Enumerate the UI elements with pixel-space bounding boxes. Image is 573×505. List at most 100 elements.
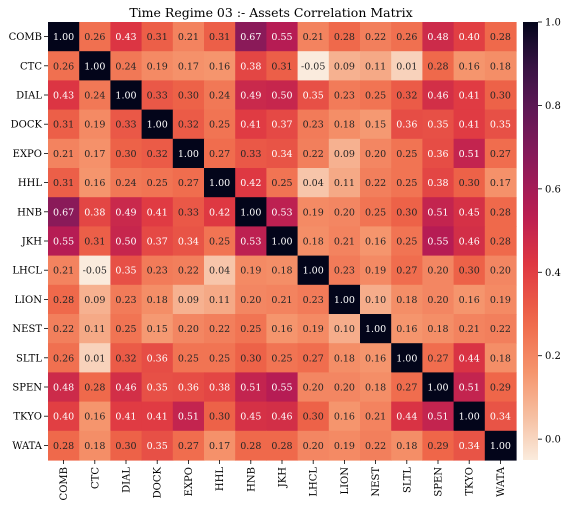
x-axis-tick-labels: COMB CTC DIAL DOCK EXPO HHL HNB JKH LHCL LION NEST… bbox=[59, 460, 507, 500]
heatmap-cell bbox=[235, 430, 267, 461]
heatmap-cell bbox=[79, 22, 111, 52]
heatmap-cell-label: 0.36 bbox=[147, 353, 168, 364]
heatmap-cell bbox=[391, 314, 423, 344]
heatmap-cell-label: 0.19 bbox=[365, 266, 386, 277]
heatmap-cell bbox=[235, 51, 267, 81]
heatmap-cell bbox=[484, 255, 517, 286]
heatmap-cell-label: 0.35 bbox=[427, 120, 448, 131]
heatmap-cell bbox=[360, 197, 392, 227]
heatmap-cell-label: 0.20 bbox=[427, 266, 448, 277]
heatmap-cell-label: 0.33 bbox=[147, 91, 168, 102]
heatmap-cell-label: 0.22 bbox=[303, 149, 324, 160]
x-tick-label: SPEN bbox=[434, 467, 445, 497]
heatmap-cell bbox=[48, 80, 80, 111]
heatmap-cell-label: 0.34 bbox=[271, 149, 292, 160]
heatmap-cell bbox=[235, 109, 267, 140]
heatmap-cell bbox=[110, 80, 143, 111]
heatmap-cell-label: 0.55 bbox=[271, 32, 292, 43]
heatmap-cell bbox=[484, 168, 517, 198]
heatmap-cell-label: 0.37 bbox=[271, 120, 292, 131]
heatmap-cell-label: 0.18 bbox=[271, 266, 292, 277]
heatmap-cell-label: 0.16 bbox=[396, 324, 417, 335]
heatmap-cell-label: 1.00 bbox=[84, 61, 105, 72]
heatmap-cell bbox=[110, 255, 143, 286]
heatmap-cell bbox=[297, 284, 330, 315]
heatmap-cell bbox=[172, 138, 205, 169]
heatmap-cell-label: 0.20 bbox=[303, 383, 324, 394]
heatmap-cell bbox=[328, 168, 361, 198]
heatmap-cell bbox=[297, 430, 330, 461]
heatmap-cell bbox=[328, 343, 361, 373]
heatmap-cell-label: 0.45 bbox=[240, 412, 261, 423]
heatmap-cell-label: 0.32 bbox=[115, 353, 136, 364]
heatmap-cell bbox=[422, 226, 455, 257]
x-tick-label: CTC bbox=[90, 467, 101, 489]
heatmap-cell bbox=[110, 51, 143, 81]
heatmap-cell-label: 0.30 bbox=[178, 91, 199, 102]
heatmap-cell-label: 0.21 bbox=[334, 237, 355, 248]
heatmap-cell-label: 0.48 bbox=[427, 32, 448, 43]
heatmap-cell bbox=[422, 138, 455, 169]
heatmap-cell-label: 1.00 bbox=[334, 295, 355, 306]
heatmap-cell bbox=[110, 314, 143, 344]
heatmap-cell bbox=[328, 430, 361, 461]
heatmap-cell bbox=[235, 255, 267, 286]
heatmap-cell bbox=[391, 22, 423, 52]
heatmap-cell bbox=[79, 401, 111, 432]
x-tick-label: SLTL bbox=[402, 467, 413, 493]
heatmap-cell bbox=[204, 343, 236, 373]
heatmap-cell-label: 0.32 bbox=[147, 149, 168, 160]
heatmap-cell bbox=[79, 109, 111, 140]
heatmap-cell-label: 0.30 bbox=[115, 149, 136, 160]
heatmap-cell bbox=[328, 109, 361, 140]
heatmap-cell-label: 0.26 bbox=[53, 353, 74, 364]
heatmap-cell bbox=[453, 168, 486, 198]
heatmap-cell-label: 0.01 bbox=[396, 61, 417, 72]
heatmap-cell bbox=[391, 51, 423, 81]
y-tick-label: TKYO bbox=[13, 412, 42, 423]
heatmap-cell bbox=[453, 401, 486, 432]
heatmap-cell-label: 0.21 bbox=[303, 32, 324, 43]
heatmap-cell-label: 0.16 bbox=[459, 61, 480, 72]
heatmap-cell-label: 0.28 bbox=[84, 383, 105, 394]
heatmap-cell bbox=[453, 109, 486, 140]
heatmap-cell bbox=[328, 372, 361, 403]
heatmap-cell bbox=[204, 22, 236, 52]
heatmap-cell bbox=[360, 401, 392, 432]
heatmap-cell-label: 0.25 bbox=[396, 178, 417, 189]
heatmap-cell-label: 0.19 bbox=[240, 266, 261, 277]
heatmap-cell bbox=[328, 80, 361, 111]
y-tick-label: HHL bbox=[18, 178, 42, 189]
heatmap-cell-label: 0.28 bbox=[240, 441, 261, 452]
heatmap-cell-label: 0.15 bbox=[147, 324, 168, 335]
heatmap-cell bbox=[141, 430, 174, 461]
heatmap-cell-label: 0.20 bbox=[490, 266, 511, 277]
x-tick-label: DOCK bbox=[153, 466, 164, 498]
heatmap-cell-label: 0.15 bbox=[365, 120, 386, 131]
colorbar-tick-label: 0.0 bbox=[545, 435, 561, 446]
heatmap-cell-label: 0.17 bbox=[178, 61, 199, 72]
heatmap-cell bbox=[484, 372, 517, 403]
heatmap-cell bbox=[48, 314, 80, 344]
y-tick-label: WATA bbox=[12, 441, 43, 452]
heatmap-cell-label: 0.16 bbox=[209, 61, 230, 72]
heatmap-cell-label: 0.38 bbox=[240, 61, 261, 72]
heatmap-cell bbox=[297, 255, 330, 286]
y-tick-label: SLTL bbox=[16, 353, 42, 364]
heatmap-cell bbox=[204, 284, 236, 315]
heatmap-cell bbox=[204, 80, 236, 111]
heatmap-cell-label: 0.35 bbox=[147, 383, 168, 394]
heatmap-cell bbox=[297, 138, 330, 169]
heatmap-cell bbox=[235, 284, 267, 315]
heatmap-cell bbox=[484, 138, 517, 169]
heatmap-cell-label: 0.50 bbox=[115, 237, 136, 248]
heatmap-cell-label: 0.20 bbox=[334, 207, 355, 218]
heatmap-cell-label: 0.28 bbox=[271, 441, 292, 452]
heatmap-cell bbox=[110, 430, 143, 461]
heatmap-cell bbox=[141, 226, 174, 257]
colorbar-tick-label: 1.0 bbox=[545, 18, 561, 29]
heatmap-cell bbox=[266, 401, 299, 432]
heatmap-cell bbox=[266, 284, 299, 315]
heatmap-cell bbox=[453, 314, 486, 344]
heatmap-cell-label: -0.05 bbox=[301, 61, 325, 72]
